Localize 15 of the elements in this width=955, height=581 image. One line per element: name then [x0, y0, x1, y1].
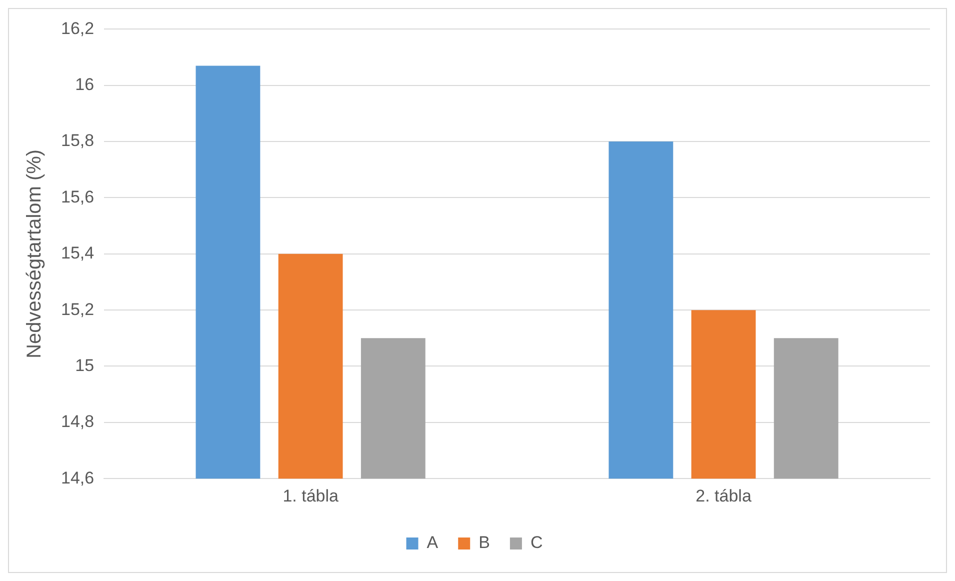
y-tick-label: 15,8: [60, 131, 94, 150]
x-tick-label: 2. tábla: [696, 486, 752, 506]
y-tick-label: 16,2: [60, 18, 94, 38]
y-tick-label: 15,6: [60, 187, 94, 206]
y-tick-label: 16: [75, 75, 94, 94]
y-tick-label: 15: [75, 356, 94, 375]
y-tick-label: 14,8: [60, 412, 94, 432]
legend-label: B: [478, 533, 490, 552]
y-tick-label: 15,2: [60, 300, 94, 319]
y-tick-label: 15,4: [60, 244, 94, 263]
x-tick-label: 1. tábla: [282, 486, 339, 506]
legend-label: A: [426, 533, 439, 552]
y-axis-title: Nedvességtartalom (%): [24, 149, 46, 358]
legend-label: C: [530, 533, 543, 552]
y-tick-label: 14,6: [60, 468, 94, 488]
